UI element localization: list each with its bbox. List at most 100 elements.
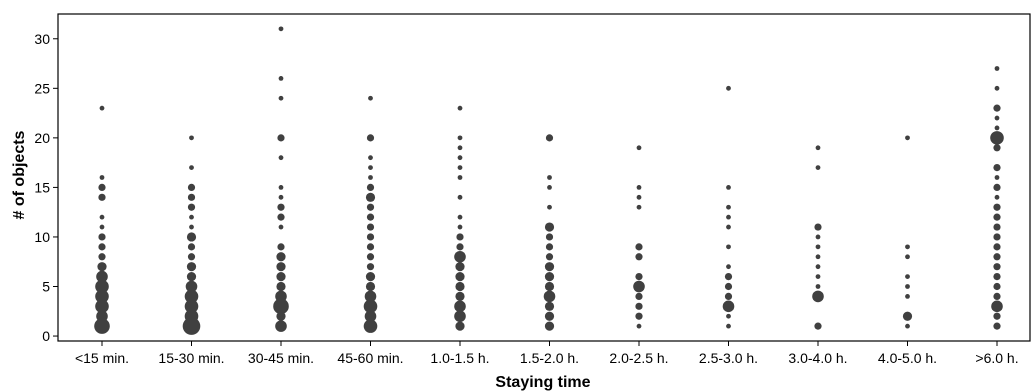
x-tick-label: 1.5-2.0 h. <box>520 350 579 366</box>
data-point <box>636 323 642 329</box>
data-point <box>724 282 733 291</box>
data-point <box>994 85 1000 91</box>
data-point <box>547 185 552 190</box>
data-point <box>366 203 375 211</box>
data-point <box>636 145 642 151</box>
data-point <box>455 281 465 292</box>
data-point <box>187 203 196 211</box>
data-point <box>276 271 286 282</box>
data-point <box>95 299 109 314</box>
data-point <box>184 289 199 304</box>
x-tick-label: <15 min. <box>75 350 129 366</box>
data-point <box>993 223 1001 231</box>
data-point <box>366 263 375 271</box>
data-point <box>457 145 463 151</box>
data-point <box>905 284 910 289</box>
data-point <box>98 193 106 201</box>
data-point <box>455 262 465 272</box>
data-point <box>278 95 284 101</box>
data-point <box>993 253 1001 261</box>
data-point <box>366 253 375 261</box>
data-point <box>363 299 378 314</box>
data-point <box>278 224 284 230</box>
data-point <box>633 280 645 293</box>
data-point <box>278 194 284 200</box>
data-point <box>276 262 286 272</box>
data-point <box>94 318 110 334</box>
data-point <box>544 311 555 321</box>
data-point <box>993 163 1001 172</box>
data-point <box>365 281 376 292</box>
data-point <box>187 243 196 251</box>
data-point <box>726 185 731 190</box>
data-point <box>189 224 194 230</box>
data-point <box>455 321 465 331</box>
data-point <box>366 213 375 221</box>
y-tick-label: 20 <box>34 130 50 146</box>
data-point <box>993 272 1001 281</box>
data-point <box>363 319 378 333</box>
data-point <box>98 233 106 241</box>
data-point <box>182 317 201 335</box>
data-point <box>547 175 552 180</box>
data-point <box>365 192 376 202</box>
data-point <box>457 224 463 230</box>
data-point <box>544 271 555 282</box>
data-point <box>993 183 1001 192</box>
y-axis-title: # of objects <box>11 130 28 219</box>
data-point <box>635 272 643 281</box>
data-point <box>994 175 1000 180</box>
data-point <box>277 243 285 251</box>
data-point <box>99 214 105 220</box>
data-point <box>95 279 109 294</box>
data-point <box>457 155 463 161</box>
data-point <box>993 282 1001 291</box>
data-point <box>905 323 910 329</box>
data-point <box>994 125 1000 131</box>
data-point <box>993 104 1001 112</box>
data-point <box>278 26 284 32</box>
data-point <box>365 271 376 282</box>
x-tick-label: 3.0-4.0 h. <box>788 350 847 366</box>
data-point <box>455 271 465 282</box>
plot-frame <box>57 13 1031 342</box>
data-point <box>366 134 375 142</box>
x-tick-label: 2.0-2.5 h. <box>609 350 668 366</box>
data-point <box>277 134 285 142</box>
data-point <box>993 203 1001 211</box>
data-point <box>726 313 731 319</box>
y-tick-label: 15 <box>34 179 50 195</box>
data-point <box>815 145 821 151</box>
data-point <box>815 244 821 250</box>
data-point <box>455 291 465 302</box>
x-tick-label: >6.0 h. <box>975 350 1018 366</box>
data-point <box>187 193 196 201</box>
data-point <box>457 105 463 111</box>
data-point <box>726 214 731 220</box>
data-point <box>815 284 821 289</box>
data-point <box>991 300 1003 313</box>
data-point <box>724 292 733 301</box>
data-point <box>635 312 643 320</box>
data-point <box>726 85 731 91</box>
data-point <box>97 262 107 272</box>
x-tick-label: 2.5-3.0 h. <box>699 350 758 366</box>
y-tick-label: 25 <box>34 80 50 96</box>
data-point <box>456 233 464 241</box>
data-point <box>636 185 642 190</box>
data-point <box>815 264 821 270</box>
data-point <box>814 223 822 231</box>
data-point <box>993 263 1001 271</box>
data-point <box>814 322 822 330</box>
data-point <box>726 204 731 210</box>
data-point <box>456 243 464 251</box>
data-point <box>457 165 463 170</box>
data-point <box>278 185 284 190</box>
data-point <box>275 290 287 303</box>
data-point <box>543 290 556 303</box>
data-point <box>544 321 555 331</box>
data-point <box>544 301 555 311</box>
data-point <box>186 262 197 272</box>
y-tick-label: 5 <box>42 279 50 295</box>
